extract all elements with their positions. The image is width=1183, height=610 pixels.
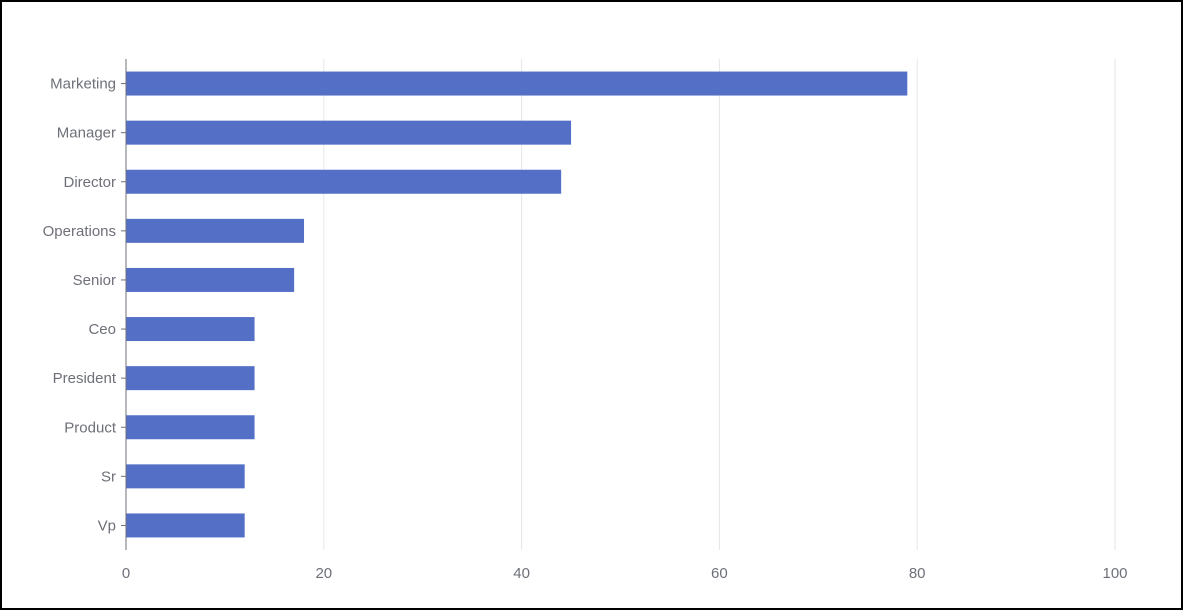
- x-tick-label: 20: [315, 565, 332, 582]
- x-tick-label: 100: [1102, 565, 1127, 582]
- x-tick-label: 60: [711, 565, 728, 582]
- category-label: President: [53, 370, 117, 387]
- category-label: Director: [63, 174, 116, 191]
- bar-sr: [126, 464, 245, 489]
- bar-vp: [126, 513, 245, 538]
- category-label: Manager: [57, 125, 116, 142]
- category-label: Senior: [73, 272, 116, 289]
- bar-president: [126, 366, 255, 391]
- x-tick-label: 80: [909, 565, 926, 582]
- axes: [121, 59, 127, 550]
- bar-product: [126, 415, 255, 440]
- bars: [126, 71, 908, 538]
- bar-ceo: [126, 317, 255, 342]
- category-label: Product: [64, 419, 117, 436]
- bar-operations: [126, 218, 305, 243]
- category-label: Vp: [98, 517, 116, 534]
- bar-senior: [126, 267, 295, 292]
- bar-manager: [126, 120, 572, 145]
- x-tick-label: 0: [122, 565, 130, 582]
- bar-director: [126, 169, 562, 194]
- category-label: Ceo: [88, 321, 116, 338]
- labels: 0 20 40 60 80 100 Marketing Manager Director Oper…: [43, 76, 1128, 582]
- bar-marketing: [126, 71, 908, 96]
- category-label: Sr: [101, 468, 116, 485]
- x-tick-label: 40: [513, 565, 530, 582]
- category-label: Operations: [43, 223, 116, 240]
- category-label: Marketing: [50, 76, 116, 93]
